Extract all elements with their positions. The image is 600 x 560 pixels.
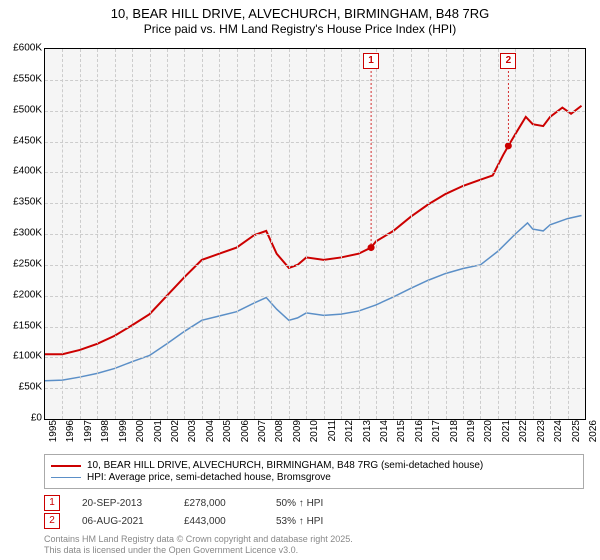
title-subtitle: Price paid vs. HM Land Registry's House …: [0, 22, 600, 37]
y-tick-label: £150K: [2, 320, 42, 331]
x-tick-label: 2004: [205, 420, 216, 450]
x-tick-label: 1997: [83, 420, 94, 450]
legend-label: HPI: Average price, semi-detached house,…: [87, 472, 331, 483]
x-tick-label: 2013: [362, 420, 373, 450]
sale-delta: 50% ↑ HPI: [276, 498, 323, 509]
x-tick-label: 2002: [170, 420, 181, 450]
x-tick-label: 2014: [379, 420, 390, 450]
sales-table: 1 20-SEP-2013 £278,000 50% ↑ HPI 2 06-AU…: [44, 494, 323, 530]
sale-row: 1 20-SEP-2013 £278,000 50% ↑ HPI: [44, 494, 323, 512]
x-tick-label: 2016: [414, 420, 425, 450]
x-tick-label: 1996: [65, 420, 76, 450]
x-tick-label: 2023: [536, 420, 547, 450]
sale-marker-icon: 1: [44, 495, 60, 511]
chart-area: 12: [44, 48, 586, 420]
x-tick-label: 2003: [187, 420, 198, 450]
y-tick-label: £300K: [2, 228, 42, 239]
x-tick-label: 2012: [344, 420, 355, 450]
y-tick-label: £0: [2, 413, 42, 424]
x-tick-label: 2000: [135, 420, 146, 450]
x-tick-label: 2018: [449, 420, 460, 450]
footer-line: This data is licensed under the Open Gov…: [44, 545, 353, 556]
footer: Contains HM Land Registry data © Crown c…: [44, 534, 353, 556]
y-tick-label: £200K: [2, 289, 42, 300]
x-tick-label: 2025: [571, 420, 582, 450]
x-tick-label: 2009: [292, 420, 303, 450]
x-tick-label: 2026: [588, 420, 599, 450]
x-tick-label: 2005: [222, 420, 233, 450]
x-tick-label: 2010: [309, 420, 320, 450]
legend-swatch: [51, 465, 81, 467]
sale-delta: 53% ↑ HPI: [276, 516, 323, 527]
x-tick-label: 1999: [118, 420, 129, 450]
y-tick-label: £50K: [2, 382, 42, 393]
sale-price: £443,000: [184, 516, 254, 527]
x-tick-label: 2006: [240, 420, 251, 450]
legend-item: HPI: Average price, semi-detached house,…: [51, 472, 577, 483]
sale-marker-icon: 2: [44, 513, 60, 529]
x-tick-label: 2011: [327, 420, 338, 450]
x-tick-label: 2017: [431, 420, 442, 450]
sale-date: 20-SEP-2013: [82, 498, 162, 509]
x-tick-label: 2008: [274, 420, 285, 450]
x-tick-label: 2024: [553, 420, 564, 450]
x-tick-label: 1998: [100, 420, 111, 450]
y-tick-label: £550K: [2, 73, 42, 84]
x-tick-label: 1995: [48, 420, 59, 450]
title-address: 10, BEAR HILL DRIVE, ALVECHURCH, BIRMING…: [0, 6, 600, 22]
y-tick-label: £500K: [2, 104, 42, 115]
y-tick-label: £350K: [2, 197, 42, 208]
legend-swatch: [51, 477, 81, 478]
y-tick-label: £450K: [2, 135, 42, 146]
y-tick-label: £600K: [2, 43, 42, 54]
legend-item: 10, BEAR HILL DRIVE, ALVECHURCH, BIRMING…: [51, 460, 577, 471]
x-tick-label: 2022: [518, 420, 529, 450]
x-tick-label: 2021: [501, 420, 512, 450]
footer-line: Contains HM Land Registry data © Crown c…: [44, 534, 353, 545]
legend: 10, BEAR HILL DRIVE, ALVECHURCH, BIRMING…: [44, 454, 584, 489]
chart-container: 10, BEAR HILL DRIVE, ALVECHURCH, BIRMING…: [0, 0, 600, 560]
sale-row: 2 06-AUG-2021 £443,000 53% ↑ HPI: [44, 512, 323, 530]
legend-label: 10, BEAR HILL DRIVE, ALVECHURCH, BIRMING…: [87, 460, 483, 471]
y-tick-label: £250K: [2, 258, 42, 269]
x-tick-label: 2007: [257, 420, 268, 450]
y-tick-label: £400K: [2, 166, 42, 177]
sale-date: 06-AUG-2021: [82, 516, 162, 527]
x-tick-label: 2020: [483, 420, 494, 450]
y-tick-label: £100K: [2, 351, 42, 362]
x-tick-label: 2019: [466, 420, 477, 450]
x-tick-label: 2015: [396, 420, 407, 450]
sale-marker-box: 2: [500, 53, 516, 69]
sale-price: £278,000: [184, 498, 254, 509]
title-block: 10, BEAR HILL DRIVE, ALVECHURCH, BIRMING…: [0, 0, 600, 37]
sale-marker-box: 1: [363, 53, 379, 69]
x-tick-label: 2001: [153, 420, 164, 450]
